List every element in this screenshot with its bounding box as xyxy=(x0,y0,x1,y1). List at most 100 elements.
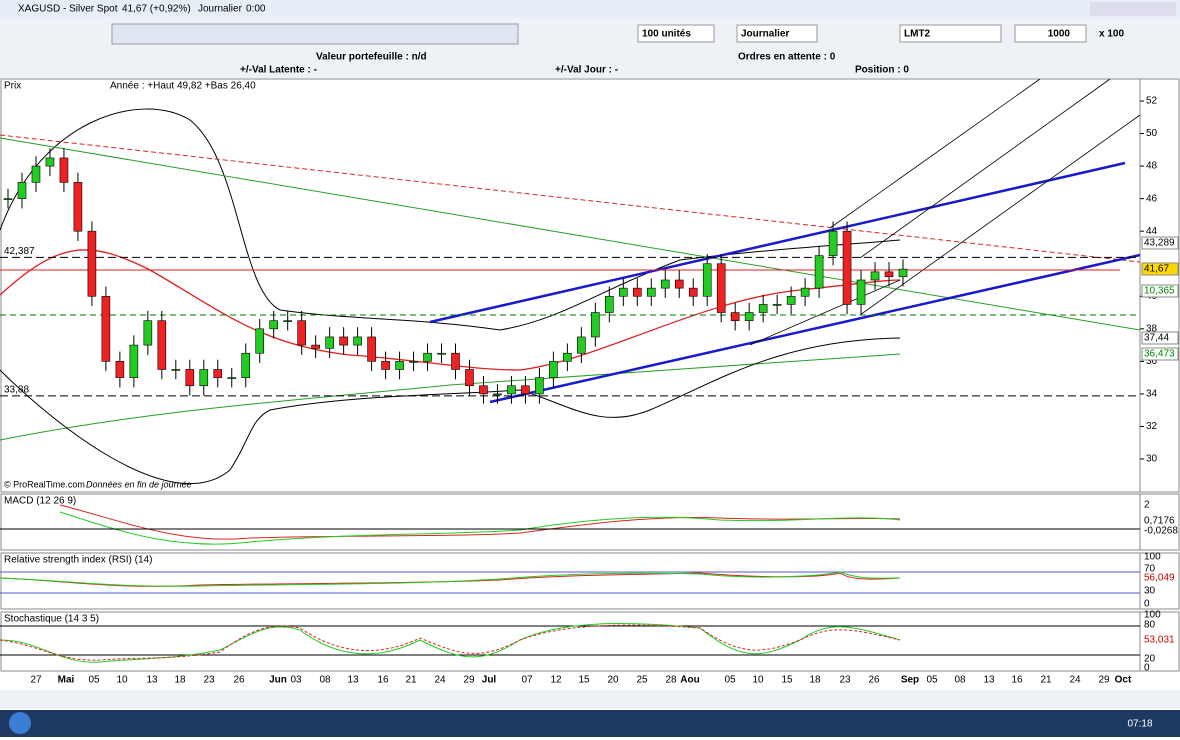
qty-select[interactable] xyxy=(637,24,715,43)
level-label: 33,88 xyxy=(4,385,29,396)
scrollbar[interactable] xyxy=(0,690,1180,709)
order-type: LMT2 xyxy=(904,29,931,40)
axis-label: 0 xyxy=(1144,599,1150,610)
candle xyxy=(786,295,796,305)
marker-label: 41,67 xyxy=(1144,264,1169,275)
y-tick-label: 52 xyxy=(1146,96,1158,107)
x-tick-label: 08 xyxy=(954,675,966,686)
candle xyxy=(269,320,279,330)
level-label: 42,387 xyxy=(4,246,35,257)
x-tick-label: 13 xyxy=(146,675,158,686)
candle xyxy=(101,295,111,362)
candle xyxy=(381,361,390,370)
x-tick-label: 29 xyxy=(463,675,475,686)
candle xyxy=(297,320,306,346)
candle xyxy=(800,287,810,297)
x-tick-label: 29 xyxy=(1098,675,1110,686)
price-label: Prix xyxy=(4,81,21,92)
candle xyxy=(898,268,908,278)
candle xyxy=(730,312,740,321)
axis-label: 80 xyxy=(1144,620,1156,631)
candle xyxy=(744,312,754,321)
time: 0:00 xyxy=(246,4,266,15)
quote: 41,67 (+0,92%) xyxy=(122,4,191,15)
candle xyxy=(772,304,782,306)
candle xyxy=(59,157,69,183)
x-tick-label: 26 xyxy=(233,675,245,686)
period-select[interactable] xyxy=(736,24,818,43)
x-tick-label: 05 xyxy=(926,675,938,686)
candle xyxy=(465,369,474,387)
x-tick-label: 24 xyxy=(1069,675,1081,686)
candle xyxy=(423,352,432,362)
candle xyxy=(199,369,209,387)
candle xyxy=(283,320,292,322)
marker-box xyxy=(1141,236,1179,250)
candle xyxy=(157,320,167,370)
x-tick-label: 24 xyxy=(434,675,446,686)
candle xyxy=(870,271,880,281)
overlays xyxy=(0,78,1141,484)
marker-label: 10,365 xyxy=(1144,286,1175,297)
stoch-label: Stochastique (14 3 5) xyxy=(4,614,99,625)
candle xyxy=(129,344,139,378)
portfolio: Valeur portefeuille : n/d xyxy=(316,52,427,63)
x-tick-label: 26 xyxy=(868,675,880,686)
order-select[interactable] xyxy=(899,24,1002,43)
marker-box xyxy=(1141,284,1179,298)
candle xyxy=(646,287,656,297)
candle xyxy=(507,385,516,395)
title-bar xyxy=(0,0,1180,18)
day: +/-Val Jour : - xyxy=(555,65,618,76)
amount-input[interactable] xyxy=(1014,24,1087,43)
candle xyxy=(3,198,13,200)
candle xyxy=(87,230,97,297)
candle xyxy=(213,369,223,378)
candle xyxy=(577,336,586,354)
candle xyxy=(171,369,181,371)
taskbar xyxy=(0,710,1180,737)
marker-label: 43,289 xyxy=(1144,238,1175,249)
axis-label: 0 xyxy=(1144,663,1150,674)
axis-label: 0,7176 xyxy=(1144,516,1175,527)
candle xyxy=(409,361,418,363)
candle xyxy=(143,320,153,346)
x-tick-label: 25 xyxy=(636,675,648,686)
x-tick-label: 08 xyxy=(319,675,331,686)
candle xyxy=(674,279,684,289)
candle xyxy=(549,361,558,378)
x-tick-label: 21 xyxy=(405,675,417,686)
axis-label: 30 xyxy=(1144,586,1156,597)
candle xyxy=(339,336,348,346)
position: Position : 0 xyxy=(855,65,909,76)
y-tick-label: 46 xyxy=(1146,193,1158,204)
candle xyxy=(311,344,320,349)
x-tick-label: 15 xyxy=(578,675,590,686)
y-tick-label: 30 xyxy=(1146,454,1158,465)
x-tick-label: 21 xyxy=(1040,675,1052,686)
candle xyxy=(73,182,83,232)
marker-label: 36,473 xyxy=(1144,349,1175,360)
axis-label: -0,0268 xyxy=(1144,526,1178,537)
candle xyxy=(17,182,27,199)
axis-label: 100 xyxy=(1144,552,1161,563)
y-tick-label: 36 xyxy=(1146,356,1158,367)
candle xyxy=(395,361,404,370)
start-button[interactable] xyxy=(9,712,31,734)
candle xyxy=(660,279,670,289)
axis-label: 56,049 xyxy=(1144,573,1175,584)
y-tick-label: 34 xyxy=(1146,389,1158,400)
x-tick-label: 05 xyxy=(88,675,100,686)
window-buttons[interactable] xyxy=(1090,2,1176,16)
candle xyxy=(619,287,628,297)
credit: © ProRealTime.com xyxy=(4,479,85,489)
candle xyxy=(45,157,55,167)
candle xyxy=(842,230,852,305)
x-tick-label: 10 xyxy=(116,675,128,686)
x-tick-label: Sep xyxy=(901,675,919,686)
axis-label: 53,031 xyxy=(1144,635,1175,646)
candle xyxy=(255,328,265,354)
tool-strip[interactable] xyxy=(111,23,519,45)
